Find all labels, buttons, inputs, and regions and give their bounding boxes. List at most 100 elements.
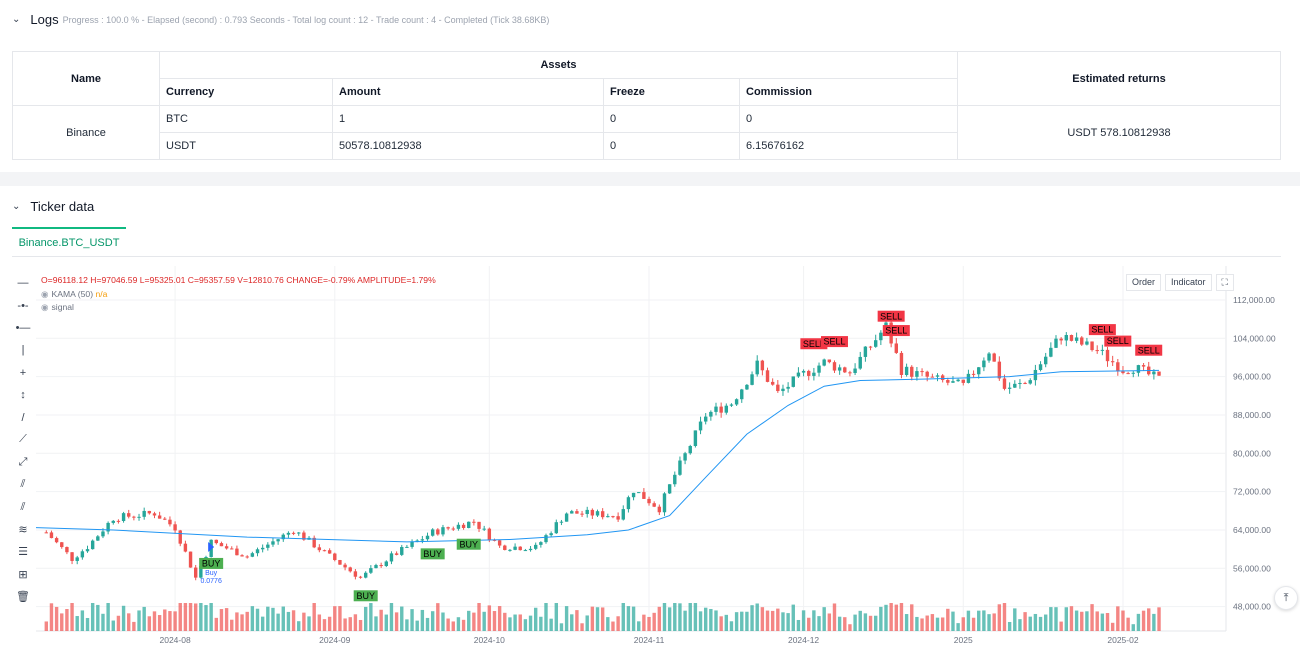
price-line-icon[interactable]: ↕: [20, 389, 26, 402]
volume-bar: [1100, 613, 1105, 631]
volume-bar: [168, 611, 172, 631]
candle: [85, 549, 90, 552]
volume-bar: [405, 619, 409, 631]
delete-icon[interactable]: 🗑: [16, 591, 30, 604]
candle: [487, 528, 492, 540]
logs-header[interactable]: ⌄ Logs Progress : 100.0 % - Elapsed (sec…: [12, 12, 549, 27]
volume-bar: [606, 617, 610, 631]
eye-icon[interactable]: ◉: [41, 288, 49, 299]
candle: [90, 540, 95, 550]
candle: [101, 531, 105, 537]
tab-binance-btc-usdt[interactable]: Binance.BTC_USDT: [12, 227, 126, 257]
candle: [333, 553, 337, 561]
scroll-to-top-icon[interactable]: ⤒: [1274, 586, 1298, 610]
candle: [286, 532, 291, 535]
volume-bar: [312, 603, 316, 631]
candle: [327, 550, 332, 554]
candle: [822, 359, 826, 366]
candle: [987, 353, 991, 361]
vertical-line-icon[interactable]: |: [21, 344, 25, 357]
candle: [1090, 341, 1094, 351]
volume-bar: [271, 607, 275, 631]
col-commission: Commission: [739, 78, 958, 106]
candle: [60, 542, 64, 548]
candle: [482, 528, 486, 530]
candle: [1054, 338, 1058, 348]
fullscreen-icon[interactable]: ⛶: [1215, 274, 1234, 291]
crosshair-icon[interactable]: —: [17, 277, 29, 290]
volume-bar: [436, 603, 440, 631]
ticker-title: Ticker data: [30, 199, 95, 214]
eye-icon[interactable]: ◉: [41, 302, 49, 312]
volume-bar: [1121, 610, 1125, 631]
horizontal-ray-icon[interactable]: •—: [15, 321, 31, 334]
volume-bar: [1059, 621, 1063, 631]
candle: [729, 404, 734, 406]
volume-bar: [137, 610, 141, 631]
candle: [369, 568, 373, 573]
indicator-button[interactable]: Indicator: [1165, 274, 1212, 291]
sell-signal: [882, 325, 910, 337]
fib-retracement-icon[interactable]: ≋: [18, 523, 28, 536]
cell: 1: [332, 105, 604, 133]
volume-bar: [446, 618, 450, 631]
volume-bar: [456, 617, 461, 631]
candle: [430, 529, 435, 536]
trend-line-icon[interactable]: /: [21, 411, 25, 424]
candle: [611, 516, 615, 518]
parallel-channel-icon[interactable]: ⫽: [20, 500, 26, 513]
trade-note-value: 0.0776: [200, 578, 222, 585]
volume-bar: [807, 617, 811, 631]
volume-bar: [65, 609, 69, 631]
candle: [1085, 341, 1089, 345]
volume-bar: [899, 603, 904, 631]
volume-bar: [858, 610, 862, 631]
ray-line-icon[interactable]: ⟋: [19, 433, 27, 446]
volume-bar: [75, 616, 79, 631]
volume-bar: [1002, 603, 1007, 631]
volume-bar: [477, 603, 481, 631]
buy-signal-label: BUY: [202, 559, 221, 569]
candle: [812, 372, 816, 376]
volume-bar: [1033, 613, 1038, 631]
candle: [425, 535, 430, 540]
extended-line-icon[interactable]: ⤢: [18, 455, 28, 468]
fib-extension-icon[interactable]: ☰: [18, 546, 28, 559]
cross-line-icon[interactable]: +: [19, 366, 27, 379]
volume-bar: [667, 607, 672, 631]
candle: [678, 460, 682, 475]
volume-bar: [250, 606, 255, 631]
candle: [564, 513, 569, 522]
order-button[interactable]: Order: [1126, 274, 1162, 291]
volume-bar: [54, 606, 59, 631]
horizontal-line-icon[interactable]: -•-: [17, 299, 29, 312]
volume-bar: [822, 607, 826, 631]
volume-bar: [1110, 622, 1115, 631]
volume-bar: [879, 606, 883, 631]
candle: [451, 528, 455, 530]
volume-bar: [621, 603, 625, 631]
volume-bar: [157, 615, 162, 631]
candle: [80, 551, 85, 558]
candle: [1064, 335, 1069, 341]
volume-bar: [554, 603, 559, 631]
chevron-down-icon[interactable]: ⌄: [12, 201, 21, 212]
candle: [1126, 373, 1130, 375]
ticker-header[interactable]: ⌄ Ticker data: [12, 199, 94, 214]
candle: [235, 548, 239, 556]
candle: [353, 571, 358, 577]
price-channel-icon[interactable]: ⫽: [20, 478, 26, 491]
chevron-down-icon[interactable]: ⌄: [12, 14, 21, 25]
candle: [1033, 369, 1038, 381]
candle: [930, 376, 935, 378]
price-chart[interactable]: 112,000.00 104,000.00 96,000.00 88,000.00 80…: [0, 266, 1300, 656]
candle: [503, 545, 507, 550]
volume-bar: [848, 624, 852, 631]
volume-bar: [384, 614, 389, 631]
ohlc-readout: O=96118.12 H=97046.59 L=95325.01 C=95357…: [41, 275, 436, 285]
candle: [910, 366, 914, 377]
candle: [904, 366, 909, 375]
measure-icon[interactable]: ⊞: [18, 568, 28, 581]
candle: [260, 547, 265, 550]
candle: [147, 510, 152, 514]
